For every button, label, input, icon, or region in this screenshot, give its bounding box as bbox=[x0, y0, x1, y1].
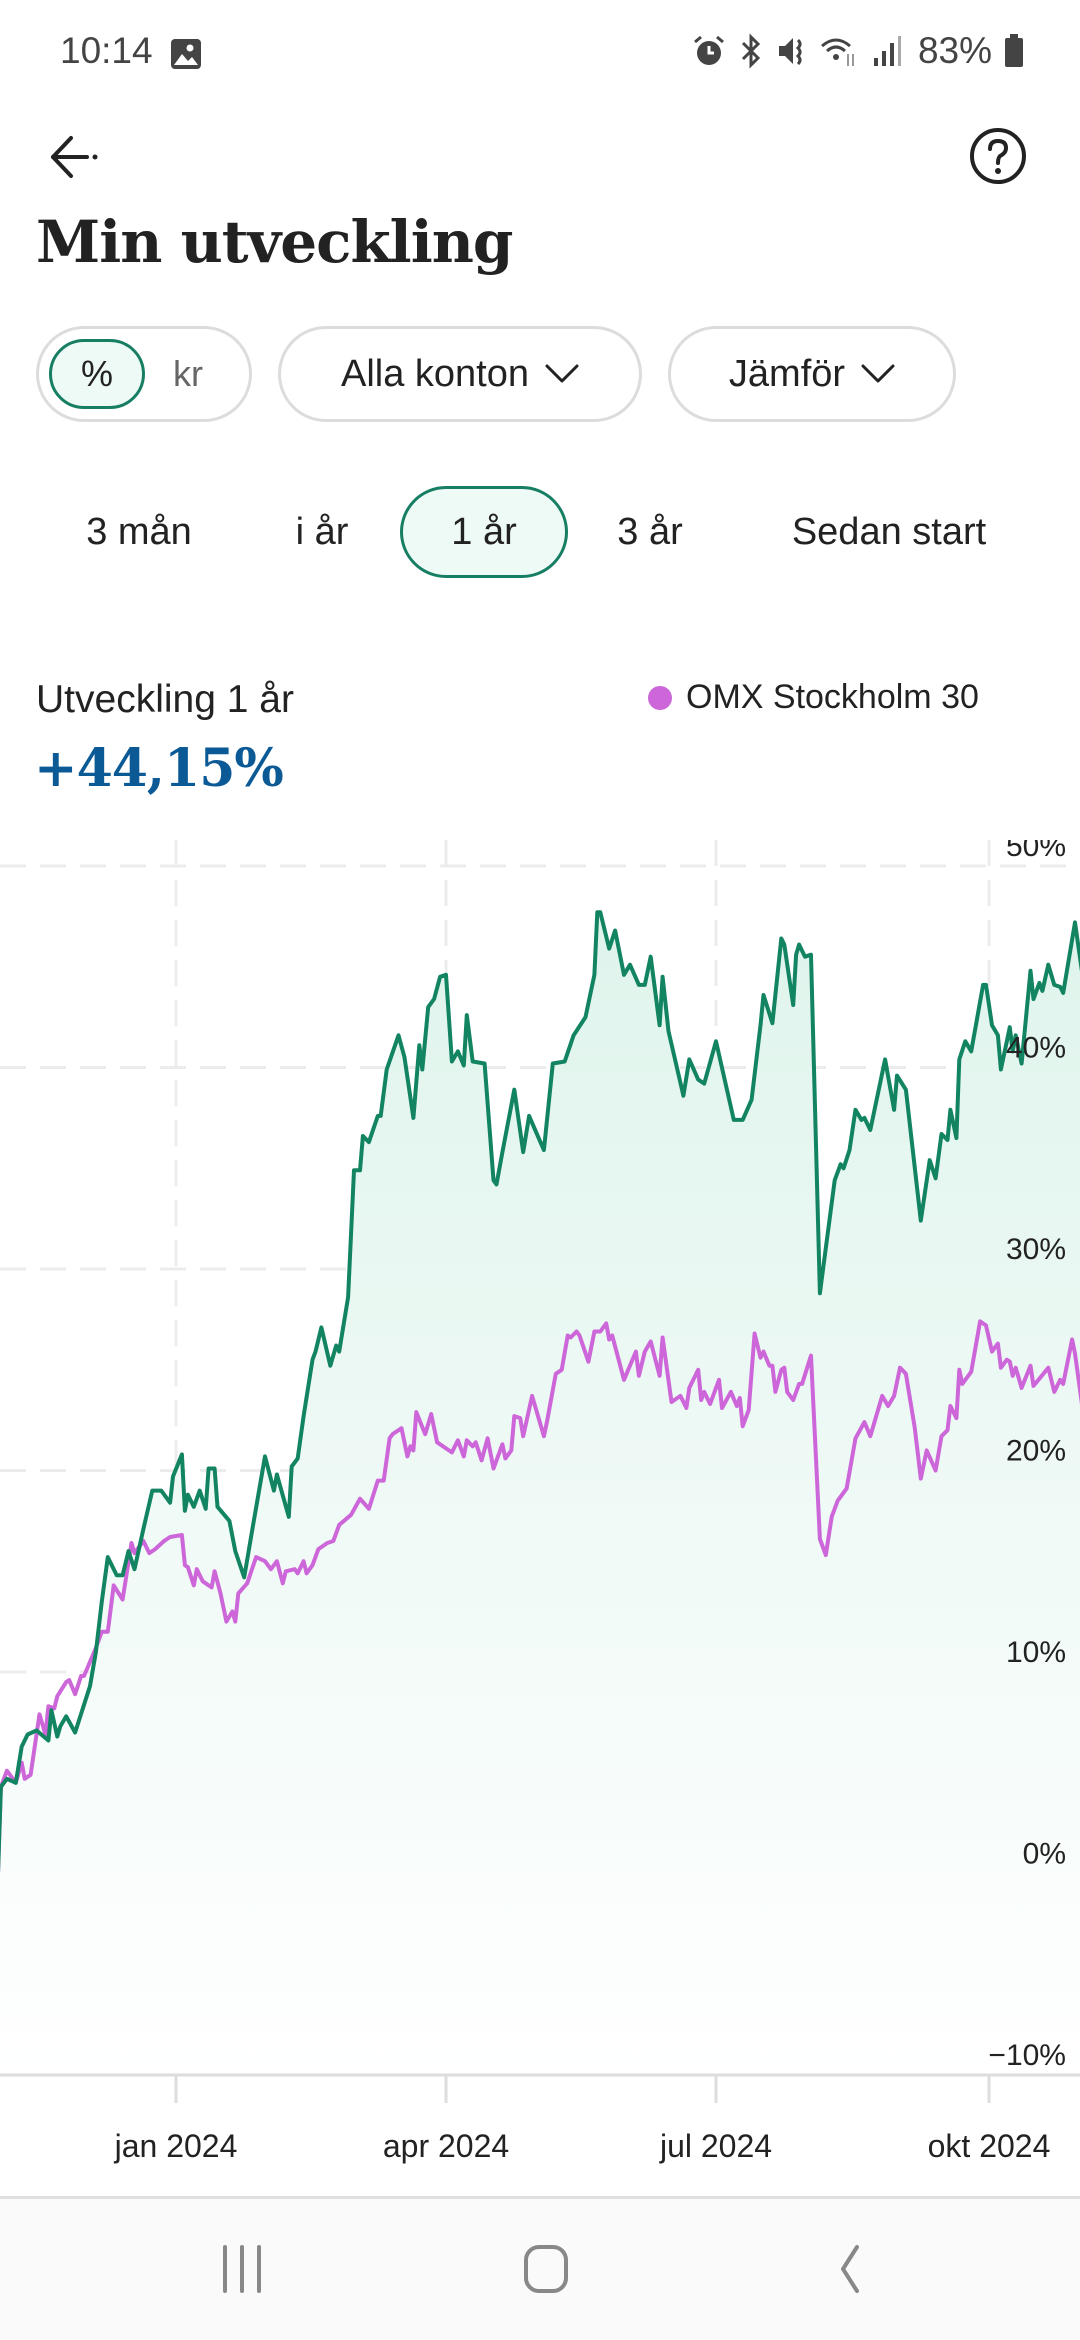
x-tick-label: apr 2024 bbox=[383, 2128, 509, 2164]
gallery-icon bbox=[170, 38, 202, 70]
period-1-year[interactable]: 1 år bbox=[400, 486, 568, 578]
chart-legend: OMX Stockholm 30 bbox=[648, 678, 979, 717]
status-bar: 10:14 83% bbox=[0, 0, 1080, 105]
help-button[interactable] bbox=[960, 118, 1036, 194]
back-nav-button[interactable] bbox=[800, 2229, 900, 2309]
unit-option-kr[interactable]: kr bbox=[173, 353, 203, 394]
omx-line bbox=[0, 1319, 1080, 1874]
y-tick-label: 30% bbox=[1006, 1233, 1066, 1266]
period-3-years[interactable]: 3 år bbox=[617, 510, 683, 553]
y-tick-label: 0% bbox=[1023, 1838, 1066, 1871]
period-this-year[interactable]: i år bbox=[295, 510, 349, 553]
x-tick-label: okt 2024 bbox=[928, 2128, 1051, 2164]
period-3-months[interactable]: 3 mån bbox=[86, 510, 192, 553]
portfolio-line bbox=[0, 910, 1080, 1874]
back-nav-icon bbox=[841, 2245, 859, 2293]
summary-label: Utveckling 1 år bbox=[36, 678, 294, 721]
summary-value: +44,15% bbox=[34, 738, 284, 799]
y-tick-label: 20% bbox=[1006, 1435, 1066, 1468]
system-nav-bar bbox=[0, 2196, 1080, 2340]
chevron-down-icon bbox=[861, 364, 895, 383]
status-time: 10:14 bbox=[60, 30, 153, 71]
y-tick-label: 40% bbox=[1006, 1032, 1066, 1065]
status-icons: 83% bbox=[692, 28, 1024, 74]
home-button[interactable] bbox=[496, 2229, 596, 2309]
accounts-dropdown[interactable]: Alla konton bbox=[278, 326, 642, 422]
recent-apps-button[interactable] bbox=[192, 2229, 292, 2309]
help-circle-icon bbox=[970, 128, 1026, 184]
period-since-start[interactable]: Sedan start bbox=[791, 510, 987, 553]
portfolio-area-fill bbox=[0, 912, 1080, 2075]
arrow-left-icon bbox=[51, 136, 98, 178]
legend-label-omx: OMX Stockholm 30 bbox=[686, 678, 979, 716]
alarm-icon bbox=[693, 35, 724, 65]
y-tick-label: 10% bbox=[1006, 1636, 1066, 1669]
wifi-icon bbox=[820, 38, 854, 66]
chevron-down-icon bbox=[545, 364, 579, 383]
home-icon bbox=[524, 2245, 568, 2293]
y-tick-label: 50% bbox=[1006, 840, 1066, 863]
legend-dot-omx bbox=[648, 685, 672, 710]
mute-icon bbox=[778, 38, 802, 66]
x-tick-label: jul 2024 bbox=[659, 2128, 772, 2164]
area-layer bbox=[0, 912, 1080, 2075]
compare-dropdown[interactable]: Jämför bbox=[668, 326, 956, 422]
bluetooth-icon bbox=[741, 33, 761, 69]
compare-dropdown-label: Jämför bbox=[728, 352, 846, 395]
top-app-bar bbox=[0, 110, 1080, 220]
period-selector: 3 mån i år 1 år 3 år Sedan start bbox=[0, 486, 1080, 578]
y-tick-label: −10% bbox=[988, 2039, 1066, 2072]
signal-icon bbox=[873, 36, 901, 66]
battery-icon bbox=[1005, 34, 1023, 67]
page-title: Min utveckling bbox=[36, 208, 513, 276]
axis-layer: jan 2024 apr 2024 jul 2024 okt 2024 50% 40% 30… bbox=[0, 840, 1080, 2164]
performance-chart[interactable]: jan 2024 apr 2024 jul 2024 okt 2024 50% 40% 30… bbox=[0, 840, 1080, 2200]
unit-toggle: % kr bbox=[36, 326, 252, 422]
back-button[interactable] bbox=[40, 122, 110, 192]
unit-option-percent[interactable]: % bbox=[49, 339, 145, 409]
filter-row: % kr Alla konton Jämför bbox=[36, 326, 956, 422]
battery-percent: 83% bbox=[917, 30, 992, 71]
x-tick-label: jan 2024 bbox=[114, 2128, 238, 2164]
line-layer bbox=[0, 910, 1080, 1874]
recent-apps-icon bbox=[223, 2245, 261, 2293]
accounts-dropdown-label: Alla konton bbox=[340, 352, 529, 395]
